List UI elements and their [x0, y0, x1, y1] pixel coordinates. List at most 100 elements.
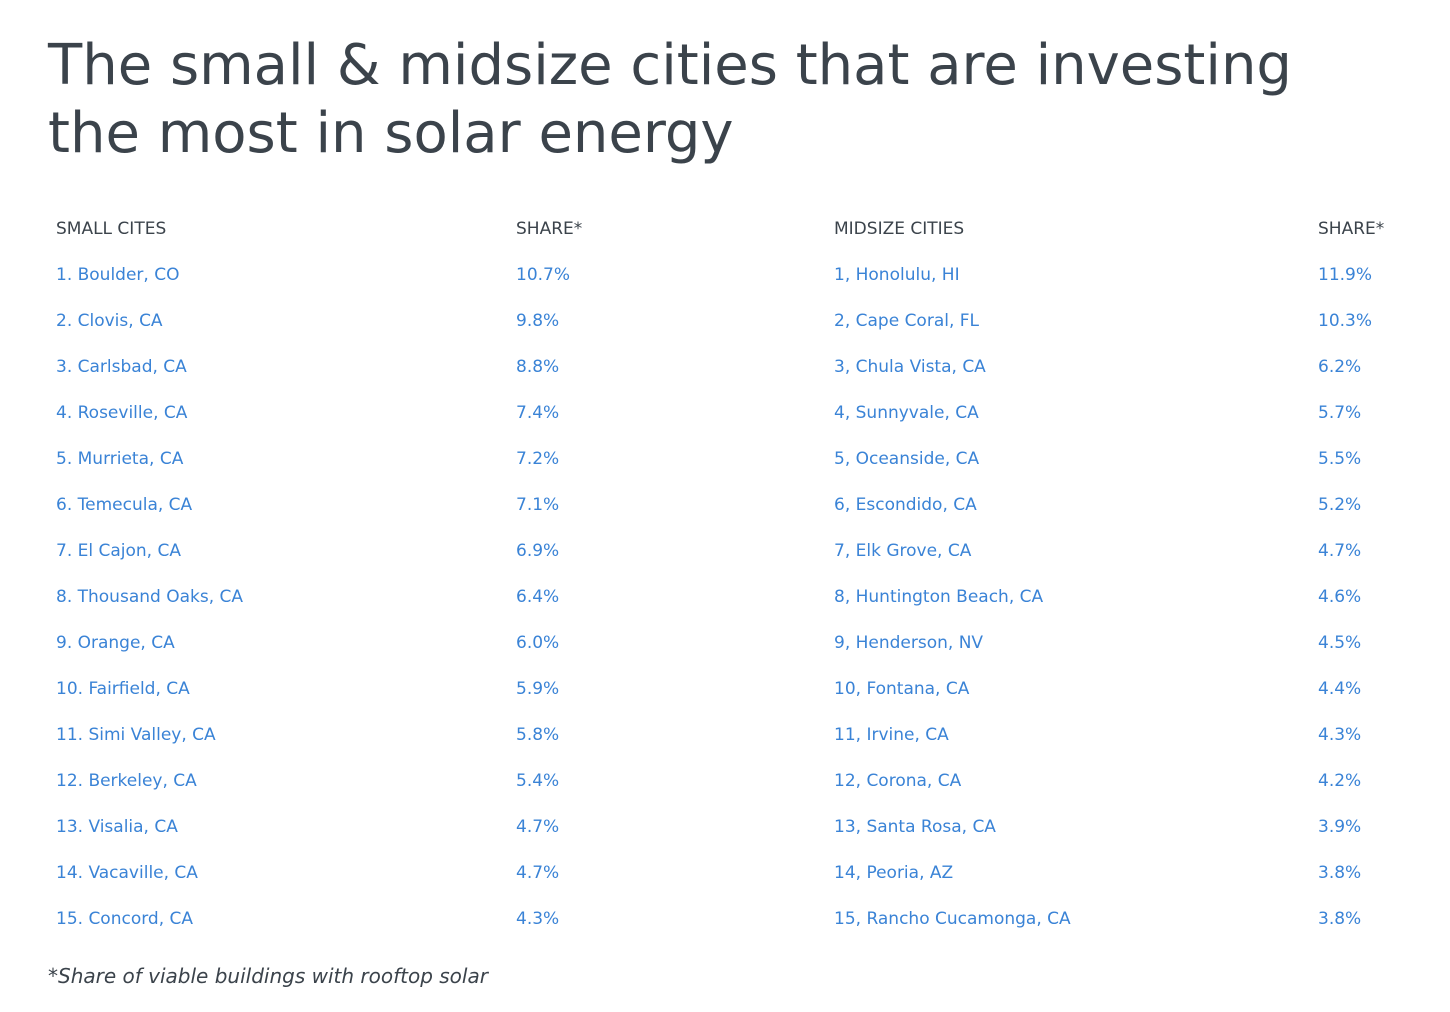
midsize-city-city-link[interactable]: 4, Sunnyvale, CA [834, 403, 979, 423]
midsize-city-share-value: 4.2% [1318, 771, 1362, 791]
small-city-city-link[interactable]: 5. Murrieta, CA [56, 449, 184, 469]
midsize-city-row[interactable]: 2, Cape Coral, FL 10.3% [834, 298, 1434, 344]
midsize-city-city-link[interactable]: 3, Chula Vista, CA [834, 357, 986, 377]
small-city-row[interactable]: 5. Murrieta, CA 7.2% [56, 436, 796, 482]
small-cities-header-name: SMALL CITES [56, 219, 167, 239]
small-city-row[interactable]: 6. Temecula, CA 7.1% [56, 482, 796, 528]
small-city-city-link[interactable]: 7. El Cajon, CA [56, 541, 181, 561]
small-city-row[interactable]: 15. Concord, CA 4.3% [56, 896, 796, 942]
midsize-city-city-link[interactable]: 13, Santa Rosa, CA [834, 817, 996, 837]
small-city-row[interactable]: 8. Thousand Oaks, CA 6.4% [56, 574, 796, 620]
midsize-city-share-value: 4.3% [1318, 725, 1362, 745]
small-city-row[interactable]: 1. Boulder, CO 10.7% [56, 252, 796, 298]
midsize-city-row[interactable]: 4, Sunnyvale, CA 5.7% [834, 390, 1434, 436]
small-city-city-link[interactable]: 13. Visalia, CA [56, 817, 178, 837]
midsize-city-share-value: 3.8% [1318, 863, 1362, 883]
small-city-share-value: 10.7% [516, 265, 571, 285]
midsize-city-city-link[interactable]: 14, Peoria, AZ [834, 863, 954, 883]
midsize-city-city-link[interactable]: 12, Corona, CA [834, 771, 962, 791]
midsize-cities-rows: 1, Honolulu, HI 11.9% 2, Cape Coral, FL 10.… [834, 252, 1434, 942]
midsize-city-row[interactable]: 8, Huntington Beach, CA 4.6% [834, 574, 1434, 620]
midsize-city-share-value: 4.7% [1318, 541, 1362, 561]
small-city-row[interactable]: 10. Fairfield, CA 5.9% [56, 666, 796, 712]
midsize-city-city-link[interactable]: 15, Rancho Cucamonga, CA [834, 909, 1071, 929]
midsize-city-city-link[interactable]: 10, Fontana, CA [834, 679, 970, 699]
midsize-city-share-value: 4.6% [1318, 587, 1362, 607]
small-city-city-link[interactable]: 6. Temecula, CA [56, 495, 193, 515]
midsize-city-share-value: 3.9% [1318, 817, 1362, 837]
small-city-row[interactable]: 4. Roseville, CA 7.4% [56, 390, 796, 436]
midsize-city-share-value: 3.8% [1318, 909, 1362, 929]
midsize-city-share-value: 5.5% [1318, 449, 1362, 469]
small-city-share-value: 4.3% [516, 909, 560, 929]
midsize-city-city-link[interactable]: 8, Huntington Beach, CA [834, 587, 1044, 607]
midsize-city-share-value: 4.4% [1318, 679, 1362, 699]
midsize-city-row[interactable]: 14, Peoria, AZ 3.8% [834, 850, 1434, 896]
small-city-share-value: 7.2% [516, 449, 560, 469]
small-city-share-value: 7.4% [516, 403, 560, 423]
midsize-city-city-link[interactable]: 9, Henderson, NV [834, 633, 984, 653]
small-city-row[interactable]: 14. Vacaville, CA 4.7% [56, 850, 796, 896]
small-city-city-link[interactable]: 15. Concord, CA [56, 909, 194, 929]
small-city-row[interactable]: 12. Berkeley, CA 5.4% [56, 758, 796, 804]
small-city-city-link[interactable]: 14. Vacaville, CA [56, 863, 198, 883]
small-city-city-link[interactable]: 2. Clovis, CA [56, 311, 163, 331]
midsize-cities-header: MIDSIZE CITIES SHARE* [834, 206, 1434, 252]
small-city-row[interactable]: 9. Orange, CA 6.0% [56, 620, 796, 666]
small-city-row[interactable]: 7. El Cajon, CA 6.9% [56, 528, 796, 574]
small-city-share-value: 9.8% [516, 311, 560, 331]
small-city-city-link[interactable]: 12. Berkeley, CA [56, 771, 197, 791]
small-city-share-value: 8.8% [516, 357, 560, 377]
small-city-share-value: 6.4% [516, 587, 560, 607]
small-city-share-value: 5.4% [516, 771, 560, 791]
small-city-row[interactable]: 11. Simi Valley, CA 5.8% [56, 712, 796, 758]
midsize-cities-table: MIDSIZE CITIES SHARE* 1, Honolulu, HI 11.… [834, 206, 1434, 942]
small-city-city-link[interactable]: 9. Orange, CA [56, 633, 175, 653]
midsize-city-share-value: 5.2% [1318, 495, 1362, 515]
midsize-city-row[interactable]: 7, Elk Grove, CA 4.7% [834, 528, 1434, 574]
midsize-city-row[interactable]: 10, Fontana, CA 4.4% [834, 666, 1434, 712]
midsize-city-city-link[interactable]: 1, Honolulu, HI [834, 265, 960, 285]
midsize-city-row[interactable]: 15, Rancho Cucamonga, CA 3.8% [834, 896, 1434, 942]
page-title: The small & midsize cities that are inve… [48, 33, 1292, 166]
midsize-city-share-value: 4.5% [1318, 633, 1362, 653]
small-city-city-link[interactable]: 8. Thousand Oaks, CA [56, 587, 244, 607]
midsize-city-row[interactable]: 12, Corona, CA 4.2% [834, 758, 1434, 804]
midsize-city-city-link[interactable]: 7, Elk Grove, CA [834, 541, 972, 561]
small-city-share-value: 6.0% [516, 633, 560, 653]
small-city-share-value: 5.8% [516, 725, 560, 745]
midsize-city-city-link[interactable]: 5, Oceanside, CA [834, 449, 980, 469]
rankings-tables: SMALL CITES SHARE* 1. Boulder, CO 10.7% 2.… [56, 206, 1436, 946]
small-city-share-value: 7.1% [516, 495, 560, 515]
small-city-city-link[interactable]: 4. Roseville, CA [56, 403, 188, 423]
footnote: *Share of viable buildings with rooftop … [48, 964, 488, 988]
midsize-city-city-link[interactable]: 11, Irvine, CA [834, 725, 949, 745]
small-city-city-link[interactable]: 11. Simi Valley, CA [56, 725, 216, 745]
small-city-share-value: 5.9% [516, 679, 560, 699]
midsize-city-share-value: 10.3% [1318, 311, 1373, 331]
small-city-city-link[interactable]: 3. Carlsbad, CA [56, 357, 187, 377]
small-cities-table: SMALL CITES SHARE* 1. Boulder, CO 10.7% 2.… [56, 206, 796, 942]
midsize-city-city-link[interactable]: 2, Cape Coral, FL [834, 311, 980, 331]
midsize-city-row[interactable]: 3, Chula Vista, CA 6.2% [834, 344, 1434, 390]
midsize-city-row[interactable]: 1, Honolulu, HI 11.9% [834, 252, 1434, 298]
small-city-share-value: 6.9% [516, 541, 560, 561]
midsize-cities-header-share: SHARE* [1318, 219, 1385, 239]
small-city-row[interactable]: 3. Carlsbad, CA 8.8% [56, 344, 796, 390]
small-city-city-link[interactable]: 1. Boulder, CO [56, 265, 180, 285]
small-city-city-link[interactable]: 10. Fairfield, CA [56, 679, 190, 699]
small-city-share-value: 4.7% [516, 817, 560, 837]
midsize-city-row[interactable]: 11, Irvine, CA 4.3% [834, 712, 1434, 758]
small-city-row[interactable]: 13. Visalia, CA 4.7% [56, 804, 796, 850]
midsize-city-row[interactable]: 5, Oceanside, CA 5.5% [834, 436, 1434, 482]
midsize-city-row[interactable]: 9, Henderson, NV 4.5% [834, 620, 1434, 666]
midsize-city-row[interactable]: 13, Santa Rosa, CA 3.9% [834, 804, 1434, 850]
midsize-city-share-value: 6.2% [1318, 357, 1362, 377]
midsize-city-city-link[interactable]: 6, Escondido, CA [834, 495, 977, 515]
midsize-cities-header-name: MIDSIZE CITIES [834, 219, 965, 239]
midsize-city-row[interactable]: 6, Escondido, CA 5.2% [834, 482, 1434, 528]
small-city-row[interactable]: 2. Clovis, CA 9.8% [56, 298, 796, 344]
small-cities-header: SMALL CITES SHARE* [56, 206, 796, 252]
midsize-city-share-value: 5.7% [1318, 403, 1362, 423]
small-cities-rows: 1. Boulder, CO 10.7% 2. Clovis, CA 9.8% 3. C… [56, 252, 796, 942]
